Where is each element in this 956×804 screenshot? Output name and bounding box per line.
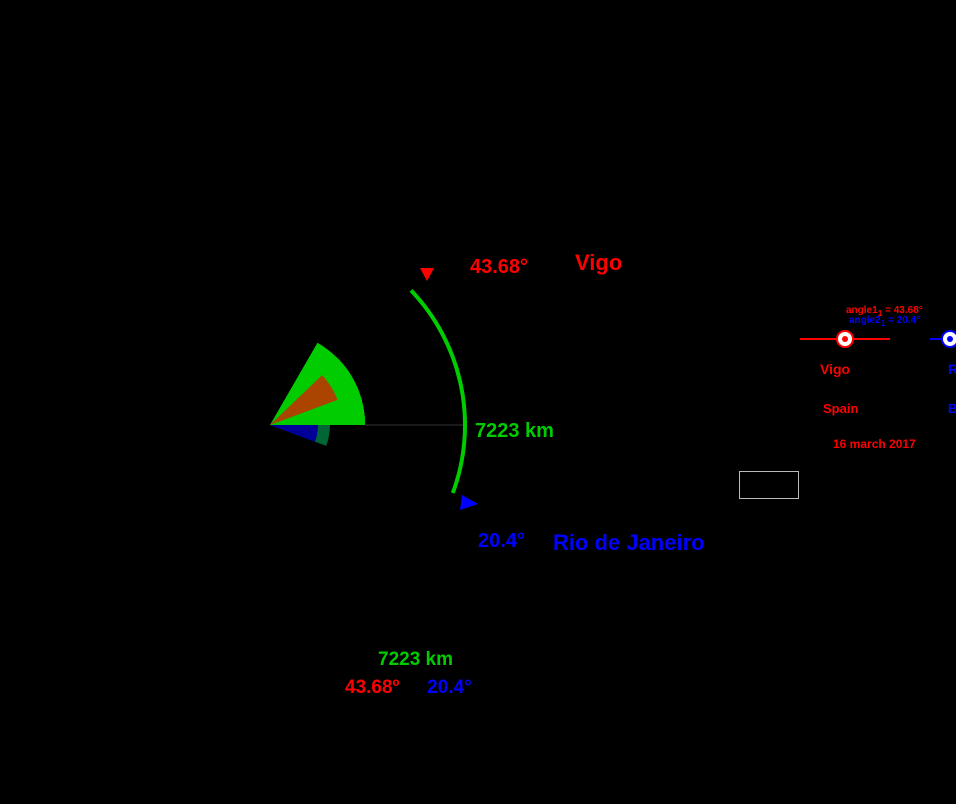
distance-label: 7223 km <box>475 420 554 443</box>
slider2-text: angle21 = 20.4° <box>849 315 920 328</box>
summary-row: 43.68º + 20.4° <box>345 677 472 699</box>
city1-label: Vigo <box>575 250 622 276</box>
eratosthenes-diagram <box>0 0 956 804</box>
panel-country1: Spain <box>823 401 858 416</box>
summary-distance: 7223 km <box>378 649 453 671</box>
panel-country2: B <box>948 401 956 416</box>
rio-marker <box>460 495 478 510</box>
summary-angle2: 20.4° <box>427 677 472 698</box>
slider1-knob[interactable] <box>836 330 854 348</box>
panel-city1: Vigo <box>820 361 850 377</box>
city2-label: Rio de Janeiro <box>553 530 705 556</box>
earth-arc <box>411 290 465 493</box>
panel-city2: R <box>948 361 956 377</box>
slider2-knob[interactable] <box>941 330 956 348</box>
angle2-label: 20.4° <box>478 530 525 553</box>
summary-plus: + <box>405 677 416 698</box>
angle1-label: 43.68° <box>470 256 528 279</box>
vigo-marker <box>420 268 434 281</box>
empty-box <box>739 471 799 499</box>
panel-date: 16 march 2017 <box>833 437 916 451</box>
summary-angle1: 43.68º <box>345 677 400 698</box>
